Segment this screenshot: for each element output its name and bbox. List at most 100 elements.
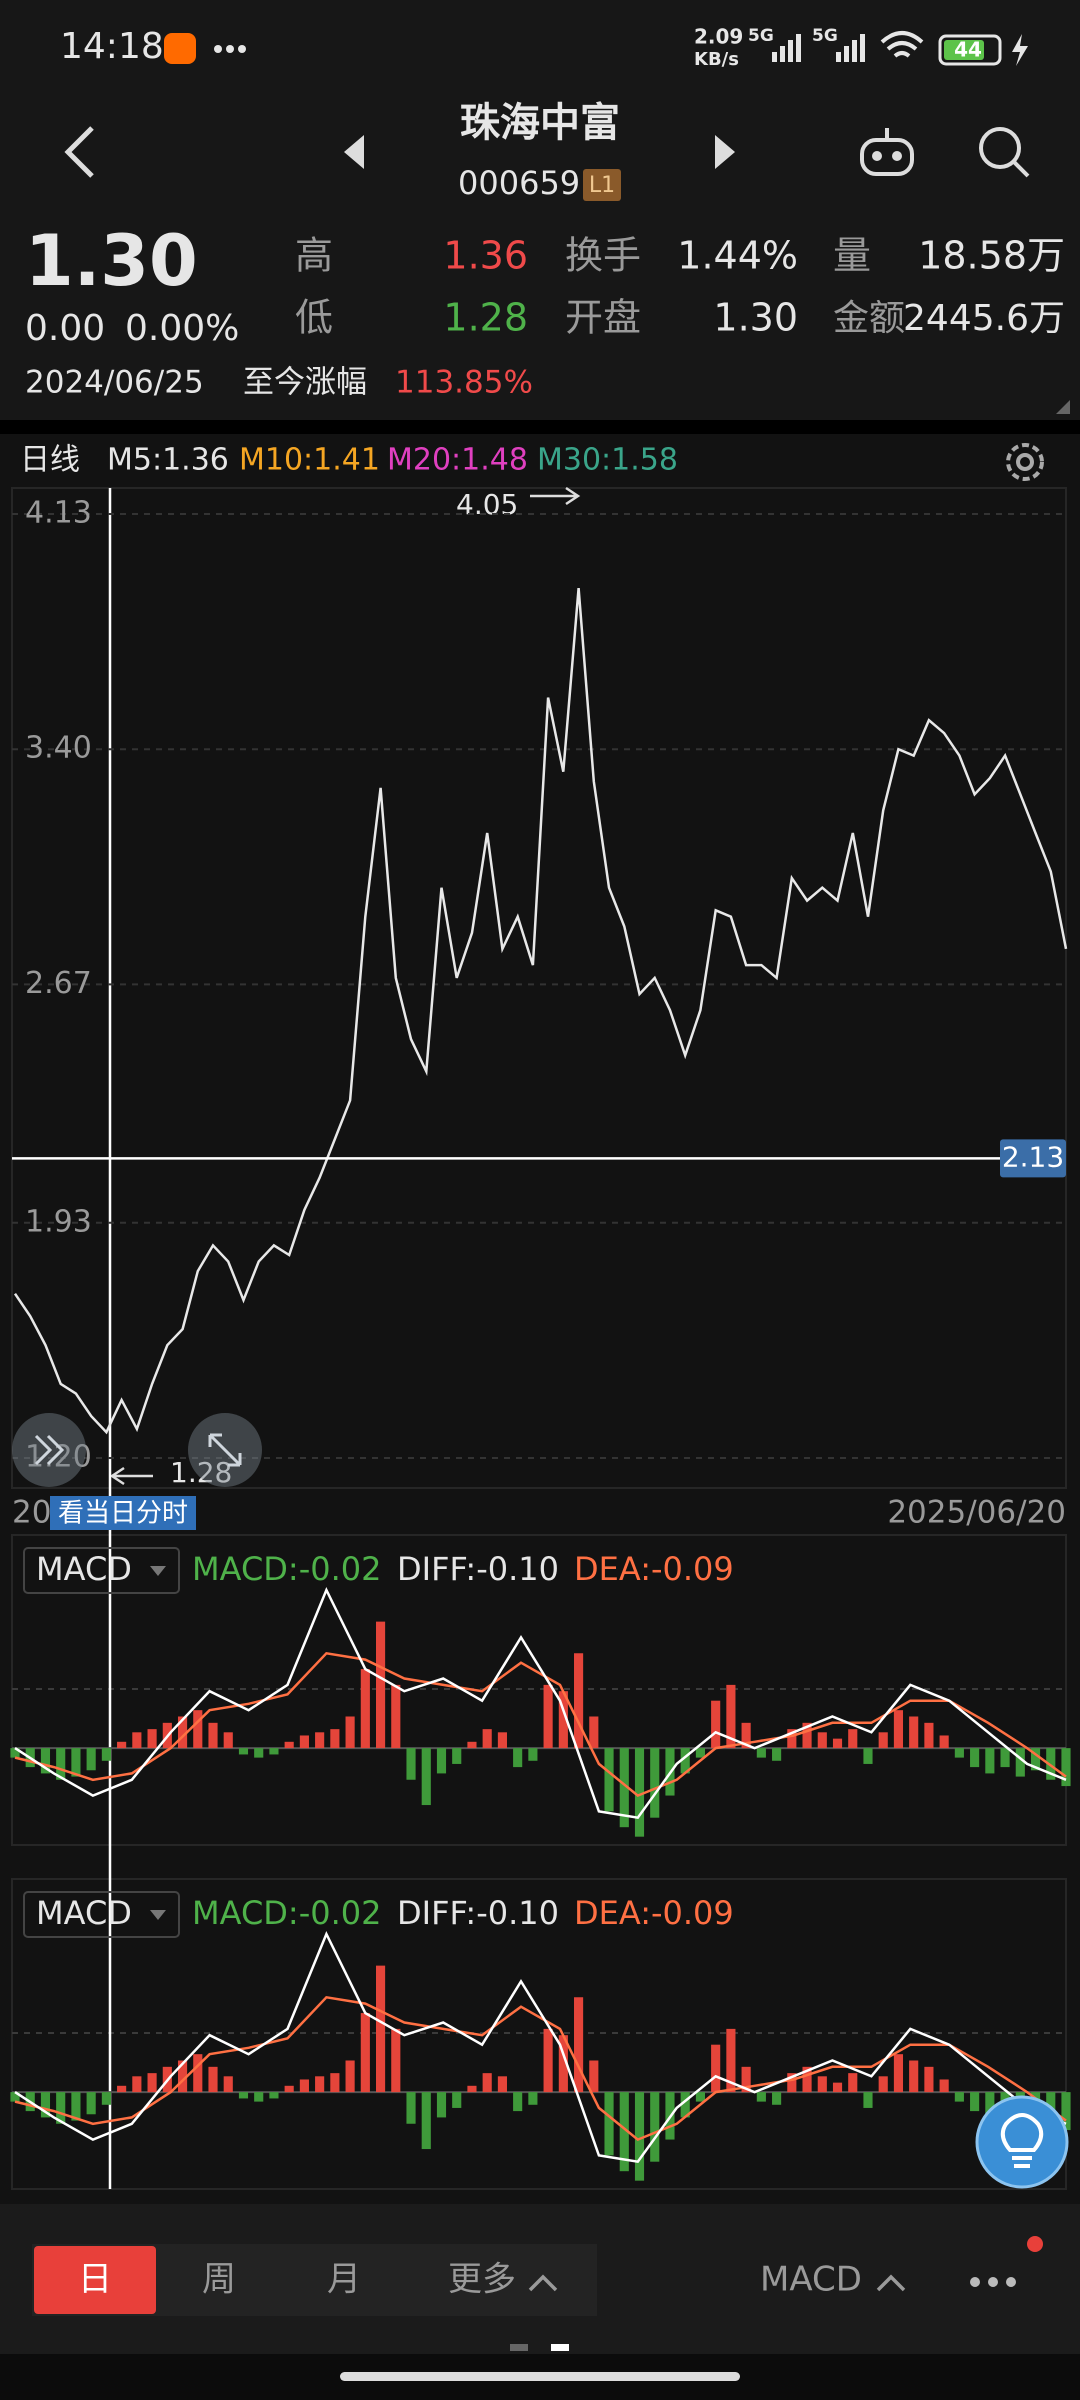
charging-icon xyxy=(1012,34,1028,66)
macd-bar xyxy=(909,1716,919,1749)
prev-stock[interactable] xyxy=(344,135,364,169)
macd-bar xyxy=(893,2054,904,2093)
battery-level xyxy=(944,40,984,60)
dea-value: DEA:-0.09 xyxy=(574,1894,734,1932)
macd-bar xyxy=(406,2092,416,2124)
signal-2 xyxy=(836,34,865,62)
macd-bar xyxy=(513,2092,523,2112)
low-label: 低 xyxy=(295,296,333,340)
macd-bar xyxy=(970,1748,980,1768)
crosshair-label-box xyxy=(1000,1139,1066,1178)
settings-button[interactable] xyxy=(1006,443,1044,481)
macd-bar xyxy=(360,2013,370,2093)
search-button[interactable] xyxy=(979,127,1030,178)
indicator-selector[interactable]: MACD xyxy=(760,2260,862,2300)
intraday-button[interactable] xyxy=(50,1496,196,1530)
ma30: M30:1.58 xyxy=(537,443,678,478)
tips-button[interactable] xyxy=(975,2095,1069,2189)
top-background xyxy=(0,0,1080,420)
macd-bar xyxy=(1061,1748,1071,1787)
macd-bar xyxy=(269,2092,279,2099)
scroll-left-button[interactable] xyxy=(12,1413,86,1487)
macd-bar xyxy=(574,1653,584,1749)
macd-value: MACD:-0.02 xyxy=(192,1894,382,1932)
macd-selector-text: MACD xyxy=(36,1894,132,1932)
high-value: 1.36 xyxy=(443,234,528,278)
assistant-button[interactable] xyxy=(860,128,914,176)
macd-bar xyxy=(756,1748,766,1758)
macd-bar xyxy=(238,2092,249,2099)
period-label: 日线 xyxy=(20,443,80,478)
macd-bar xyxy=(924,1722,934,1749)
tab[interactable]: 日 xyxy=(78,2260,112,2300)
macd-bar xyxy=(330,2073,340,2093)
macd-bar xyxy=(193,2054,203,2093)
macd-selector[interactable] xyxy=(23,1547,180,1594)
y-tick-label: 2.67 xyxy=(25,966,92,1001)
macd-bar xyxy=(467,2085,477,2093)
tab[interactable]: 更多 xyxy=(448,2260,516,2300)
macd-bar xyxy=(421,1748,431,1806)
macd-bar xyxy=(954,2092,964,2102)
macd-bar xyxy=(132,1732,142,1749)
gain-value: 113.85% xyxy=(395,365,533,401)
diff-value: DIFF:-0.10 xyxy=(397,1894,559,1932)
ma10: M10:1.41 xyxy=(239,443,380,478)
macd-bar xyxy=(604,2092,614,2156)
macd-bar xyxy=(86,1748,96,1771)
y-tick-label: 4.13 xyxy=(25,496,92,531)
net-speed: 2.09 xyxy=(694,25,743,49)
diff-value: DIFF:-0.10 xyxy=(397,1550,559,1588)
macd-bar xyxy=(878,2076,888,2093)
crosshair-label: 2.13 xyxy=(1002,1140,1064,1173)
open-label: 开盘 xyxy=(565,296,641,340)
macd-bar xyxy=(345,1716,355,1749)
more-button[interactable] xyxy=(970,2277,1016,2287)
ma20: M20:1.48 xyxy=(387,443,528,478)
macd-bar xyxy=(787,2073,797,2093)
signal-1 xyxy=(772,34,801,62)
amount-value: 2445.6万 xyxy=(903,298,1065,339)
macd-bar xyxy=(315,1732,325,1749)
macd-bar xyxy=(147,2073,157,2093)
zoom-button[interactable] xyxy=(188,1413,262,1487)
battery-text: 44 xyxy=(954,38,982,62)
macd-bar xyxy=(177,2060,188,2093)
macd-bar xyxy=(619,1748,629,1828)
ma5: M5:1.36 xyxy=(107,443,229,478)
price-change: 0.00 xyxy=(25,308,105,349)
macd-bar xyxy=(574,1997,584,2093)
macd-bar xyxy=(787,1729,797,1749)
y-tick-label: 1.93 xyxy=(25,1204,92,1239)
expand-corner[interactable] xyxy=(1056,400,1070,414)
macd-bar xyxy=(482,2073,492,2093)
app-icon xyxy=(164,33,196,64)
macd-bar xyxy=(299,2079,309,2093)
price-change-pct: 0.00% xyxy=(125,308,239,349)
diff-line xyxy=(14,1586,1067,1820)
macd-bar xyxy=(452,2092,462,2108)
macd-bar xyxy=(772,2092,782,2105)
next-stock[interactable] xyxy=(715,135,735,169)
tab[interactable]: 月 xyxy=(327,2260,361,2300)
macd-bar xyxy=(56,1748,66,1780)
macd-bar xyxy=(284,1741,294,1749)
macd-header-2: MACD MACD:-0.02 DIFF:-0.10 DEA:-0.09 xyxy=(23,1891,734,1938)
macd-bar xyxy=(772,1748,782,1761)
home-indicator[interactable] xyxy=(340,2372,740,2381)
intraday-text: 看当日分时 xyxy=(58,1499,188,1529)
macd-selector-text: MACD xyxy=(36,1550,132,1588)
macd-bar xyxy=(756,2092,766,2102)
macd-bar xyxy=(1061,2092,1071,2131)
back-button[interactable] xyxy=(64,126,94,178)
macd-bar xyxy=(528,2092,538,2105)
macd-bar xyxy=(315,2076,325,2093)
macd-selector[interactable] xyxy=(23,1891,180,1938)
macd-bar xyxy=(558,2035,568,2093)
turnover-label: 换手 xyxy=(565,234,641,278)
tab[interactable]: 周 xyxy=(202,2260,236,2300)
macd-bar xyxy=(634,1748,645,1837)
macd-bar xyxy=(863,2092,873,2108)
macd-bar xyxy=(543,2028,553,2093)
